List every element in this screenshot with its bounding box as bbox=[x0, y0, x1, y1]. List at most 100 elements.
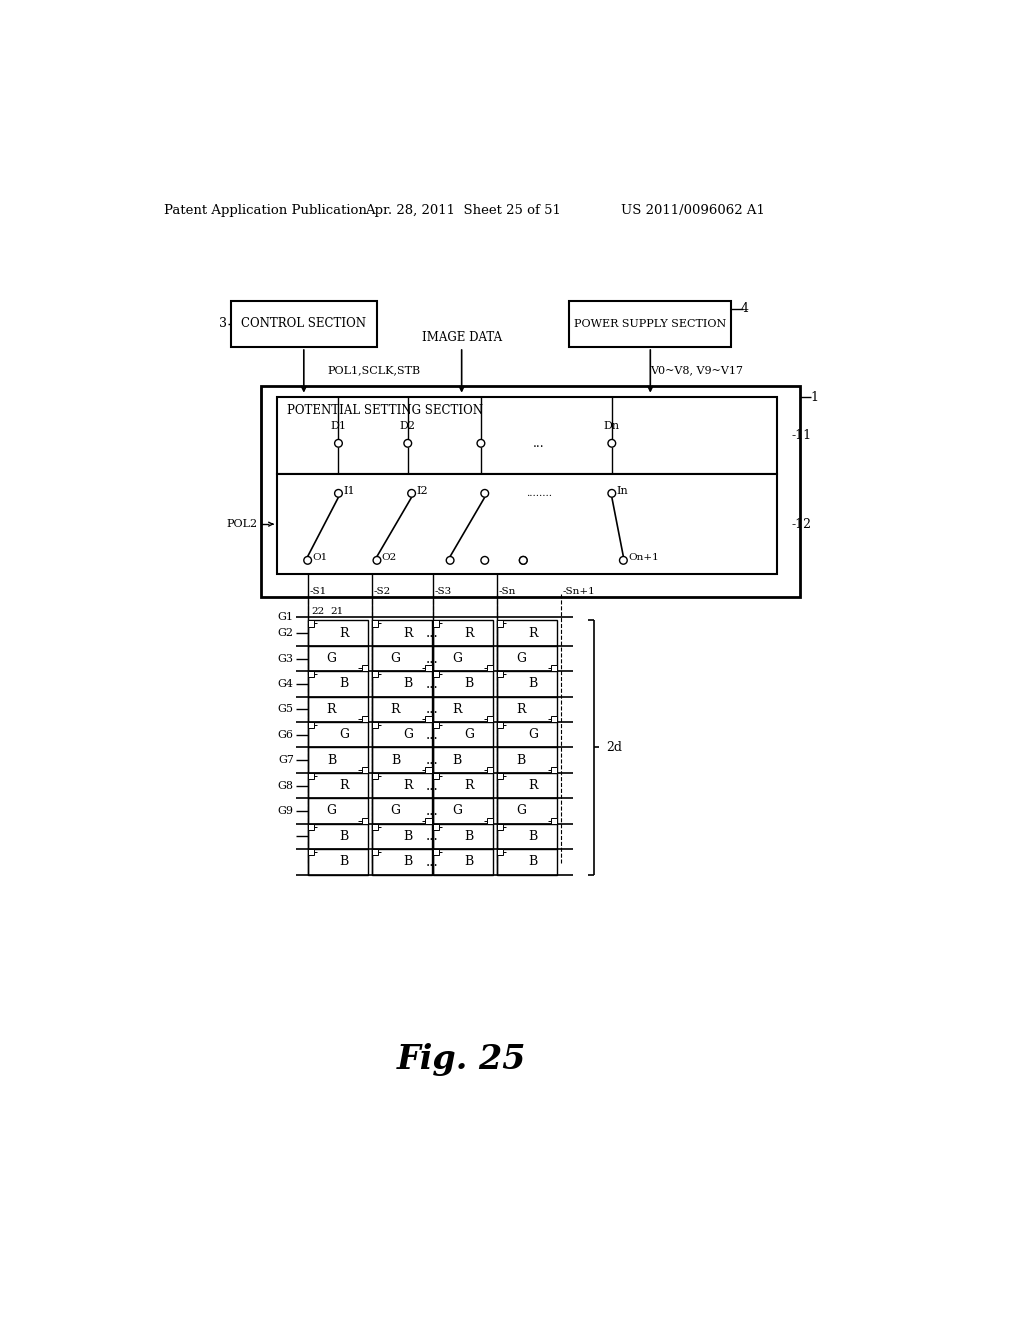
Circle shape bbox=[335, 440, 342, 447]
Bar bbox=[261, 385, 801, 597]
Text: B: B bbox=[465, 830, 474, 843]
Text: Fig. 25: Fig. 25 bbox=[397, 1043, 526, 1076]
Text: 3: 3 bbox=[219, 317, 226, 330]
Text: G: G bbox=[516, 652, 526, 665]
Text: G2: G2 bbox=[278, 628, 294, 638]
Text: G: G bbox=[452, 804, 462, 817]
Bar bbox=[361, 817, 368, 824]
Circle shape bbox=[477, 440, 484, 447]
Bar bbox=[361, 665, 368, 671]
Text: G1: G1 bbox=[278, 611, 294, 622]
Text: V0~V8, V9~V17: V0~V8, V9~V17 bbox=[650, 366, 743, 375]
Text: 4: 4 bbox=[741, 302, 749, 315]
Bar bbox=[372, 722, 432, 747]
Text: ...: ... bbox=[426, 727, 438, 742]
Bar bbox=[307, 849, 313, 855]
Text: ...: ... bbox=[426, 829, 438, 843]
Bar bbox=[307, 645, 368, 671]
Bar bbox=[425, 767, 432, 774]
Bar bbox=[361, 767, 368, 774]
Circle shape bbox=[373, 557, 381, 564]
Text: O1: O1 bbox=[312, 553, 328, 562]
Text: O2: O2 bbox=[382, 553, 397, 562]
Bar bbox=[551, 665, 557, 671]
Bar bbox=[487, 817, 494, 824]
Text: R: R bbox=[516, 702, 525, 715]
Text: -Sn+1: -Sn+1 bbox=[562, 586, 595, 595]
Bar bbox=[551, 767, 557, 774]
Bar bbox=[372, 620, 378, 627]
Bar bbox=[433, 620, 494, 645]
Circle shape bbox=[519, 557, 527, 564]
Bar bbox=[497, 722, 503, 729]
Bar bbox=[372, 671, 378, 677]
Bar bbox=[372, 620, 432, 645]
Text: G: G bbox=[464, 729, 474, 742]
Bar bbox=[433, 824, 494, 849]
Bar bbox=[497, 671, 503, 677]
Text: G: G bbox=[402, 729, 413, 742]
Circle shape bbox=[519, 557, 527, 564]
Bar bbox=[372, 799, 432, 824]
Bar bbox=[433, 697, 494, 722]
Text: D2: D2 bbox=[399, 421, 416, 432]
Bar bbox=[433, 645, 494, 671]
Text: 22: 22 bbox=[311, 607, 325, 615]
Text: -S2: -S2 bbox=[373, 586, 390, 595]
Bar bbox=[497, 747, 557, 774]
Text: ...: ... bbox=[426, 702, 438, 717]
Text: R: R bbox=[327, 702, 336, 715]
Text: R: R bbox=[403, 779, 413, 792]
Bar bbox=[307, 722, 368, 747]
Bar bbox=[433, 671, 439, 677]
Bar bbox=[497, 824, 557, 849]
Text: On+1: On+1 bbox=[628, 553, 658, 562]
Text: G: G bbox=[452, 652, 462, 665]
Bar bbox=[372, 671, 432, 697]
Text: G: G bbox=[516, 804, 526, 817]
Text: B: B bbox=[327, 754, 336, 767]
Bar bbox=[433, 824, 439, 830]
Text: CONTROL SECTION: CONTROL SECTION bbox=[242, 317, 367, 330]
Bar bbox=[497, 620, 503, 627]
Bar bbox=[372, 697, 432, 722]
Text: -S3: -S3 bbox=[435, 586, 452, 595]
Bar bbox=[276, 474, 777, 574]
Circle shape bbox=[608, 490, 615, 498]
Bar bbox=[497, 849, 503, 855]
Text: G7: G7 bbox=[278, 755, 294, 766]
Text: B: B bbox=[453, 754, 462, 767]
Bar bbox=[307, 671, 368, 697]
Bar bbox=[487, 715, 494, 722]
Bar bbox=[497, 671, 557, 697]
Text: Dn: Dn bbox=[604, 421, 620, 432]
Bar bbox=[433, 747, 494, 774]
Text: ...: ... bbox=[426, 626, 438, 640]
Circle shape bbox=[304, 557, 311, 564]
Text: B: B bbox=[516, 754, 525, 767]
Text: IMAGE DATA: IMAGE DATA bbox=[422, 331, 502, 345]
Text: R: R bbox=[403, 627, 413, 640]
Bar bbox=[307, 697, 368, 722]
Text: B: B bbox=[465, 855, 474, 869]
Bar bbox=[433, 722, 439, 729]
Bar bbox=[433, 671, 494, 697]
Text: ........: ........ bbox=[525, 488, 552, 498]
Bar bbox=[307, 849, 368, 874]
Text: -11: -11 bbox=[792, 429, 811, 442]
Bar bbox=[551, 715, 557, 722]
Bar bbox=[372, 824, 378, 830]
Bar bbox=[307, 620, 368, 645]
Bar bbox=[425, 665, 432, 671]
Bar bbox=[372, 849, 432, 874]
Circle shape bbox=[335, 490, 342, 498]
Text: Patent Application Publication: Patent Application Publication bbox=[164, 205, 367, 218]
Bar bbox=[497, 697, 557, 722]
Text: I2: I2 bbox=[416, 486, 428, 496]
Circle shape bbox=[608, 440, 615, 447]
Text: POL1,SCLK,STB: POL1,SCLK,STB bbox=[327, 366, 420, 375]
Text: G9: G9 bbox=[278, 807, 294, 816]
Bar bbox=[372, 774, 432, 799]
Text: G: G bbox=[339, 729, 349, 742]
Text: B: B bbox=[391, 754, 400, 767]
